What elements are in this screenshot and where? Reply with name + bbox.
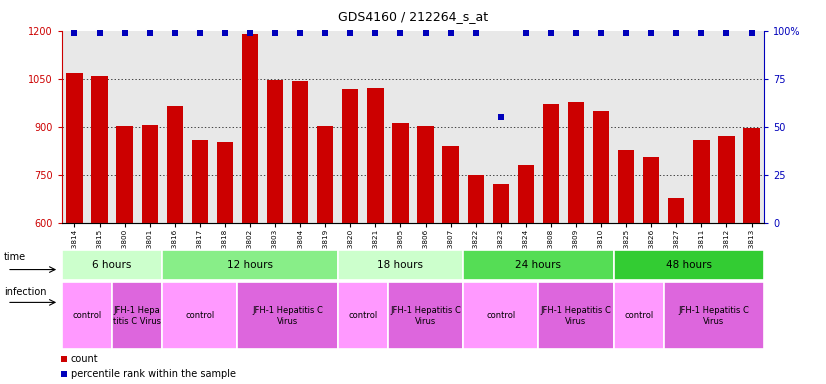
Bar [388, 282, 463, 349]
Text: control: control [185, 311, 215, 320]
Text: JFH-1 Hepatitis C
Virus: JFH-1 Hepatitis C Virus [390, 306, 461, 326]
Bar [141, 125, 158, 384]
Bar [618, 150, 634, 384]
Bar [162, 282, 238, 349]
Text: 18 hours: 18 hours [377, 260, 424, 270]
Bar [66, 73, 83, 384]
Text: time: time [4, 252, 26, 262]
Bar [242, 34, 259, 384]
Text: 24 hours: 24 hours [515, 260, 562, 270]
Bar [417, 126, 434, 384]
Bar [543, 104, 559, 384]
Bar [668, 198, 685, 384]
Bar [643, 157, 659, 384]
Bar [368, 88, 383, 384]
Bar [92, 76, 107, 384]
Bar [338, 250, 463, 280]
Text: control: control [73, 311, 102, 320]
Bar [614, 282, 664, 349]
Bar [463, 282, 539, 349]
Bar [62, 250, 162, 280]
Bar [392, 123, 409, 384]
Text: infection: infection [4, 287, 46, 297]
Bar [342, 89, 358, 384]
Text: control: control [624, 311, 653, 320]
Text: JFH-1 Hepatitis C
Virus: JFH-1 Hepatitis C Virus [678, 306, 749, 326]
Bar [216, 142, 233, 384]
Bar [443, 146, 458, 384]
Bar [112, 282, 162, 349]
Text: percentile rank within the sample: percentile rank within the sample [71, 369, 235, 379]
Text: JFH-1 Hepatitis C
Virus: JFH-1 Hepatitis C Virus [252, 306, 323, 326]
Bar [338, 282, 388, 349]
Text: GDS4160 / 212264_s_at: GDS4160 / 212264_s_at [338, 10, 488, 23]
Bar [116, 126, 133, 384]
Bar [267, 80, 283, 384]
Bar [539, 282, 614, 349]
Bar [693, 140, 710, 384]
Text: control: control [487, 311, 515, 320]
Bar [468, 175, 484, 384]
Bar [567, 102, 584, 384]
Bar [62, 282, 112, 349]
Bar [192, 140, 208, 384]
Bar [518, 165, 534, 384]
Bar [719, 136, 734, 384]
Bar [593, 111, 610, 384]
Text: 12 hours: 12 hours [227, 260, 273, 270]
Bar [664, 282, 764, 349]
Text: control: control [349, 311, 377, 320]
Bar [292, 81, 308, 384]
Bar [463, 250, 614, 280]
Bar [167, 106, 183, 384]
Text: count: count [71, 354, 98, 364]
Bar [614, 250, 764, 280]
Bar [317, 126, 334, 384]
Text: 6 hours: 6 hours [93, 260, 132, 270]
Text: JFH-1 Hepa
titis C Virus: JFH-1 Hepa titis C Virus [113, 306, 161, 326]
Bar [492, 184, 509, 384]
Text: 48 hours: 48 hours [666, 260, 712, 270]
Bar [238, 282, 338, 349]
Bar [162, 250, 338, 280]
Bar [743, 128, 760, 384]
Text: JFH-1 Hepatitis C
Virus: JFH-1 Hepatitis C Virus [540, 306, 611, 326]
